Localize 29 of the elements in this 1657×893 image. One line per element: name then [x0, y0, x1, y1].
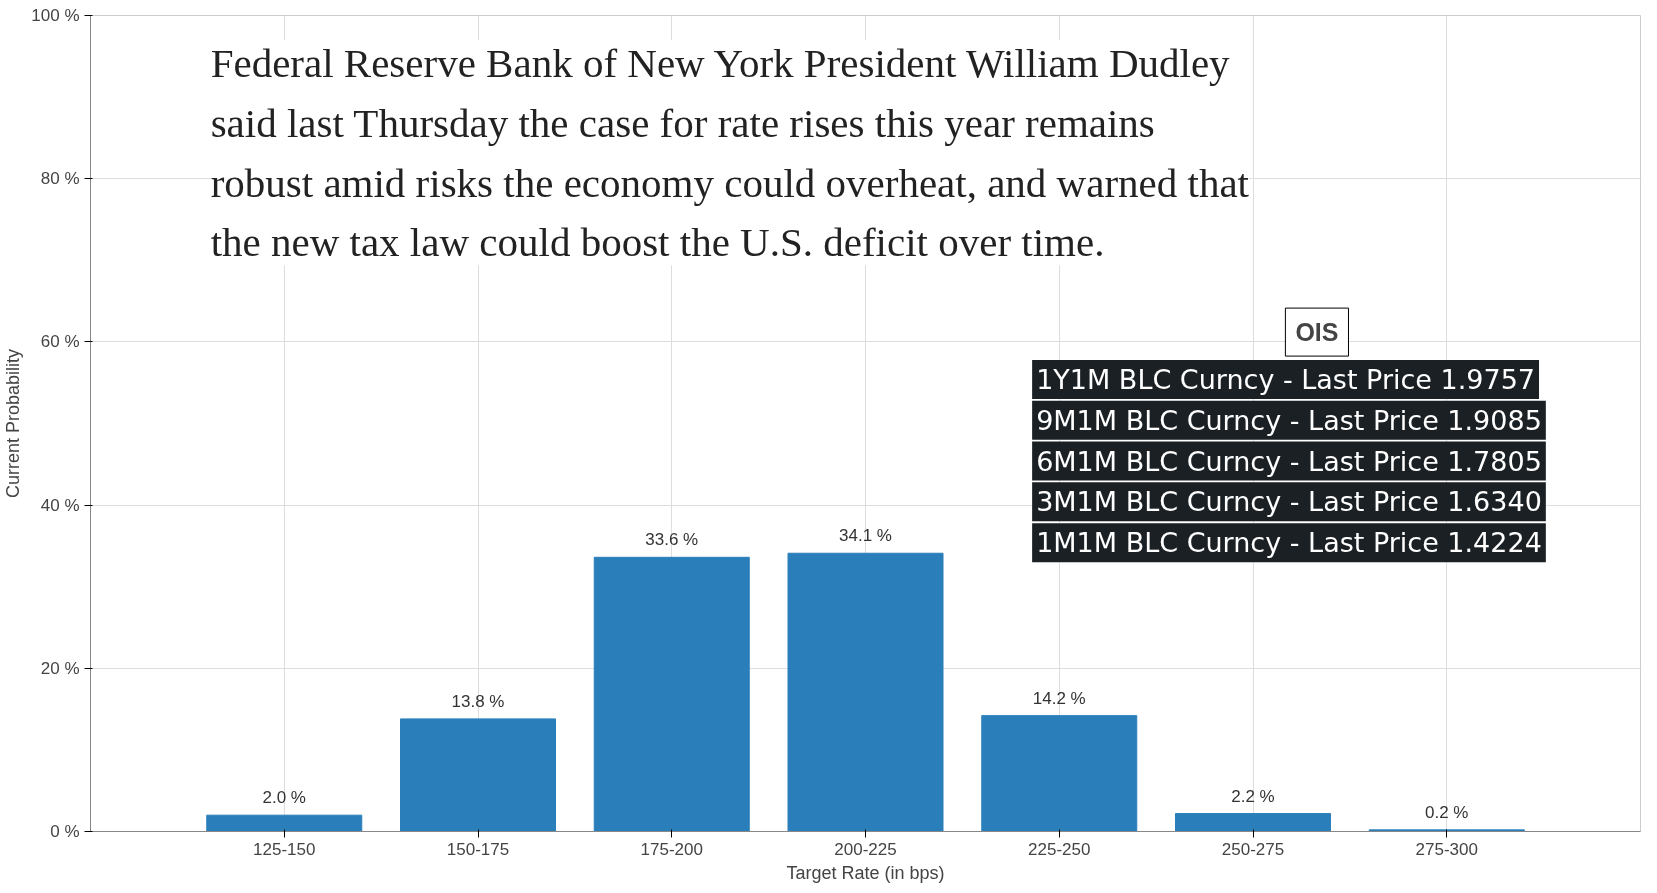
data-label: 0.2 %	[1425, 802, 1469, 822]
data-label: 14.2 %	[1032, 688, 1086, 708]
y-tick-label: 20 %	[40, 658, 80, 678]
y-axis-title: Current Probability	[3, 348, 24, 499]
y-tick-label: 80 %	[40, 169, 80, 189]
annotation: Federal Reserve Bank of New York President William Dudley said last Thursday the case for rate rises this year remains robust amid risks the economy could overheat, and warned that the new tax law could boost the U.S. deficit over time.	[210, 39, 1250, 266]
data-label: 13.8 %	[451, 691, 505, 711]
data-label: 33.6 %	[645, 530, 699, 550]
x-tick-label: 225-250	[1028, 839, 1091, 859]
x-tick-label: 275-300	[1415, 839, 1478, 859]
x-tick-label: 200-225	[834, 839, 897, 859]
annotation: 1M1M BLC Curncy - Last Price 1.4224	[1036, 527, 1542, 559]
x-tick-label: 175-200	[640, 839, 703, 859]
x-tick-label: 150-175	[446, 839, 510, 859]
x-tick-label: 125-150	[253, 839, 316, 859]
data-label: 2.2 %	[1231, 786, 1275, 806]
annotation: 1Y1M BLC Curncy - Last Price 1.9757	[1036, 363, 1536, 395]
x-tick-label: 250-275	[1221, 839, 1285, 859]
y-tick-label: 100 %	[31, 6, 80, 25]
data-label: 34.1 %	[839, 526, 892, 546]
annotation: 3M1M BLC Curncy - Last Price 1.6340	[1036, 486, 1542, 518]
annotation: OIS	[1295, 318, 1339, 347]
y-tick-label: 60 %	[40, 332, 80, 352]
y-tick-label: 0 %	[50, 822, 80, 841]
annotation: 9M1M BLC Curncy - Last Price 1.9085	[1036, 404, 1542, 436]
x-axis-title: Target Rate (in bps)	[786, 862, 945, 883]
y-tick-label: 40 %	[40, 495, 80, 515]
data-label: 2.0 %	[262, 788, 306, 808]
annotation: 6M1M BLC Curncy - Last Price 1.7805	[1036, 445, 1542, 477]
